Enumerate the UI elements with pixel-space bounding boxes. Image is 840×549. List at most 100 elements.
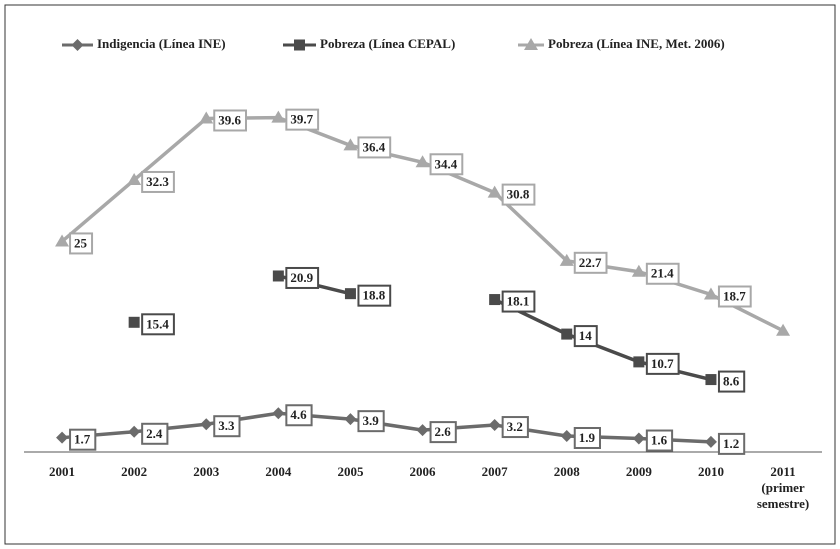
- data-point: [271, 110, 286, 123]
- legend-label: Pobreza (Línea INE, Met. 2006): [548, 36, 725, 51]
- legend-marker: [294, 39, 305, 51]
- data-label-box: 3.2: [501, 416, 529, 439]
- data-label: 25: [74, 235, 88, 250]
- data-label-box: 36.4: [357, 136, 392, 159]
- data-label-bg: [573, 426, 601, 449]
- data-label-bg: [213, 415, 241, 438]
- legend-label: Pobreza (Línea CEPAL): [320, 36, 455, 51]
- data-label-bg: [501, 290, 536, 313]
- data-label-bg: [717, 285, 752, 308]
- x-tick-label: 2011 (primer semestre): [756, 464, 810, 511]
- data-label: 10.7: [651, 356, 674, 371]
- data-point: [127, 172, 142, 185]
- data-label-bg: [285, 108, 320, 131]
- data-label-bg: [645, 352, 680, 375]
- data-label: 39.6: [218, 112, 241, 127]
- x-tick-label: 2001: [49, 464, 76, 479]
- data-label: 20.9: [290, 270, 313, 285]
- x-tick-label: 2007: [481, 464, 508, 479]
- data-label-box: 3.3: [213, 415, 241, 438]
- data-label-box: 1.6: [645, 429, 674, 452]
- data-point: [632, 432, 645, 445]
- data-label-box: 14: [573, 325, 598, 348]
- data-label-bg: [357, 284, 392, 307]
- data-label: 22.7: [579, 255, 602, 270]
- data-label-box: 39.7: [285, 108, 320, 131]
- series-line: [60, 115, 784, 333]
- data-label-box: 1.7: [69, 428, 97, 451]
- data-label-bg: [645, 429, 674, 452]
- x-tick-label: 2008: [553, 464, 580, 479]
- data-point: [705, 374, 717, 386]
- data-label-box: 4.6: [285, 404, 313, 427]
- data-label: 14: [579, 328, 593, 343]
- data-point: [200, 418, 213, 431]
- data-label-bg: [357, 410, 385, 433]
- data-label-bg: [285, 266, 320, 289]
- data-point: [776, 323, 791, 336]
- data-label-bg: [573, 251, 608, 274]
- data-label-box: 1.9: [573, 426, 601, 449]
- data-point: [128, 316, 140, 328]
- data-point: [415, 155, 430, 168]
- data-point: [199, 111, 214, 124]
- data-label-bg: [213, 109, 247, 132]
- data-label-box: 30.8: [501, 183, 536, 206]
- data-label: 1.7: [74, 432, 91, 447]
- data-label-box: 25: [69, 232, 94, 255]
- data-point: [561, 328, 573, 340]
- frame: [4, 4, 836, 545]
- legend-label: Indigencia (Línea INE): [97, 36, 226, 51]
- data-point: [416, 424, 429, 437]
- data-label: 18.8: [362, 288, 385, 303]
- data-label-box: 18.1: [501, 290, 536, 313]
- data-point: [488, 419, 501, 432]
- data-label: 3.2: [507, 419, 523, 434]
- legend-marker: [524, 38, 538, 50]
- data-point: [489, 294, 501, 306]
- data-label: 2.6: [435, 424, 452, 439]
- data-label: 39.7: [290, 112, 313, 127]
- data-label-bg: [141, 422, 169, 445]
- data-label: 21.4: [651, 266, 674, 281]
- data-label-box: 21.4: [645, 262, 680, 285]
- data-point: [128, 425, 141, 438]
- data-label: 8.6: [723, 374, 740, 389]
- data-label: 32.3: [146, 174, 169, 189]
- data-label: 36.4: [362, 139, 385, 154]
- series-line: [61, 411, 712, 444]
- x-tick-label: 2006: [409, 464, 436, 479]
- data-label-bg: [357, 136, 392, 159]
- data-label: 1.2: [723, 436, 739, 451]
- data-point: [272, 270, 284, 282]
- data-label-box: 18.8: [357, 284, 392, 307]
- data-label: 3.9: [362, 413, 379, 428]
- data-label: 1.9: [579, 430, 596, 445]
- data-label-bg: [501, 183, 536, 206]
- data-label-box: 3.9: [357, 410, 385, 433]
- data-label: 2.4: [146, 426, 163, 441]
- data-label: 34.4: [435, 156, 458, 171]
- data-label-bg: [429, 153, 464, 176]
- data-label-bg: [141, 313, 175, 336]
- data-label: 18.7: [723, 288, 746, 303]
- data-label: 4.6: [290, 407, 307, 422]
- data-point: [343, 138, 358, 151]
- data-label-box: 18.7: [717, 285, 752, 308]
- data-label-bg: [285, 404, 313, 427]
- data-point: [631, 264, 646, 277]
- data-label: 3.3: [218, 418, 235, 433]
- data-label: 30.8: [507, 187, 530, 202]
- data-point: [272, 407, 285, 420]
- data-point: [559, 253, 574, 266]
- x-tick-label: 2009: [625, 464, 652, 479]
- data-label-box: 10.7: [645, 352, 680, 375]
- data-label-box: 22.7: [573, 251, 608, 274]
- data-label-bg: [501, 416, 529, 439]
- data-label: 1.6: [651, 433, 668, 448]
- data-label-bg: [141, 170, 175, 193]
- data-label-box: 20.9: [285, 266, 320, 289]
- data-label: 18.1: [507, 294, 530, 309]
- x-tick-label: 2010: [697, 464, 724, 479]
